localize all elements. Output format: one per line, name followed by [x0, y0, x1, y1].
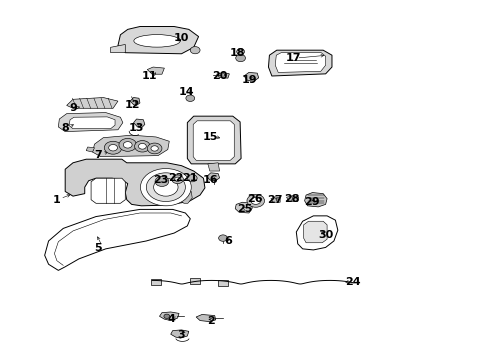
Polygon shape	[217, 72, 229, 78]
Polygon shape	[93, 135, 169, 157]
Text: 20: 20	[212, 71, 227, 81]
Circle shape	[135, 140, 150, 152]
Text: 7: 7	[95, 150, 102, 160]
Circle shape	[251, 197, 261, 204]
Circle shape	[164, 314, 170, 319]
Text: 24: 24	[344, 277, 360, 287]
Circle shape	[187, 175, 197, 182]
Polygon shape	[159, 312, 179, 320]
Polygon shape	[218, 280, 228, 286]
Polygon shape	[134, 119, 145, 128]
Circle shape	[119, 138, 137, 151]
Circle shape	[190, 46, 200, 54]
Polygon shape	[111, 44, 125, 53]
Text: 12: 12	[125, 100, 140, 110]
Text: 8: 8	[61, 123, 69, 133]
Circle shape	[147, 173, 185, 202]
Polygon shape	[196, 315, 216, 321]
Text: 19: 19	[242, 75, 258, 85]
Circle shape	[186, 95, 195, 102]
Text: 17: 17	[286, 53, 302, 63]
Polygon shape	[91, 178, 125, 203]
Polygon shape	[151, 279, 161, 285]
Polygon shape	[244, 72, 259, 81]
Text: 13: 13	[129, 123, 144, 133]
Polygon shape	[193, 121, 234, 160]
Circle shape	[151, 146, 158, 151]
Polygon shape	[130, 98, 140, 105]
Text: 27: 27	[268, 195, 283, 206]
Polygon shape	[208, 163, 220, 171]
Circle shape	[219, 235, 227, 241]
Circle shape	[236, 54, 245, 62]
Polygon shape	[69, 117, 115, 129]
Circle shape	[155, 176, 169, 186]
Circle shape	[237, 49, 245, 54]
Polygon shape	[190, 278, 200, 284]
Text: 22: 22	[168, 173, 183, 183]
Text: 28: 28	[284, 194, 299, 204]
Polygon shape	[45, 210, 190, 270]
Polygon shape	[67, 98, 118, 108]
Text: 5: 5	[95, 243, 102, 253]
Polygon shape	[287, 196, 299, 202]
Text: 11: 11	[142, 71, 157, 81]
Polygon shape	[235, 202, 252, 213]
Polygon shape	[207, 173, 220, 181]
Circle shape	[123, 141, 132, 148]
Polygon shape	[271, 197, 280, 202]
Text: 29: 29	[305, 197, 320, 207]
Text: 25: 25	[237, 204, 253, 215]
Polygon shape	[305, 193, 327, 207]
Text: 2: 2	[207, 316, 215, 325]
Circle shape	[109, 144, 118, 151]
Text: 18: 18	[230, 48, 245, 58]
Text: 3: 3	[178, 330, 185, 340]
Text: 4: 4	[168, 314, 175, 324]
Circle shape	[147, 143, 162, 154]
Polygon shape	[275, 53, 326, 72]
Text: 1: 1	[53, 195, 61, 205]
Circle shape	[154, 178, 178, 196]
Polygon shape	[269, 50, 332, 76]
Polygon shape	[179, 190, 192, 203]
Polygon shape	[58, 113, 123, 132]
Circle shape	[141, 168, 191, 206]
Text: 23: 23	[153, 175, 169, 185]
Circle shape	[247, 194, 265, 207]
Polygon shape	[187, 116, 241, 164]
Circle shape	[104, 141, 122, 154]
Text: 30: 30	[318, 230, 333, 239]
Text: 6: 6	[224, 236, 232, 246]
Polygon shape	[86, 147, 95, 152]
Text: 9: 9	[69, 103, 77, 113]
Text: 14: 14	[178, 87, 194, 97]
Circle shape	[139, 143, 147, 149]
Text: 15: 15	[203, 132, 219, 142]
Ellipse shape	[134, 35, 180, 47]
Text: 26: 26	[247, 194, 263, 204]
Polygon shape	[147, 67, 164, 74]
Polygon shape	[171, 330, 189, 338]
Circle shape	[174, 177, 180, 181]
Polygon shape	[65, 159, 205, 206]
Text: 21: 21	[183, 173, 198, 183]
Circle shape	[172, 175, 183, 184]
Polygon shape	[304, 221, 327, 243]
Polygon shape	[118, 27, 198, 54]
Polygon shape	[296, 216, 338, 250]
Text: 10: 10	[174, 33, 189, 43]
Text: 16: 16	[203, 175, 219, 185]
